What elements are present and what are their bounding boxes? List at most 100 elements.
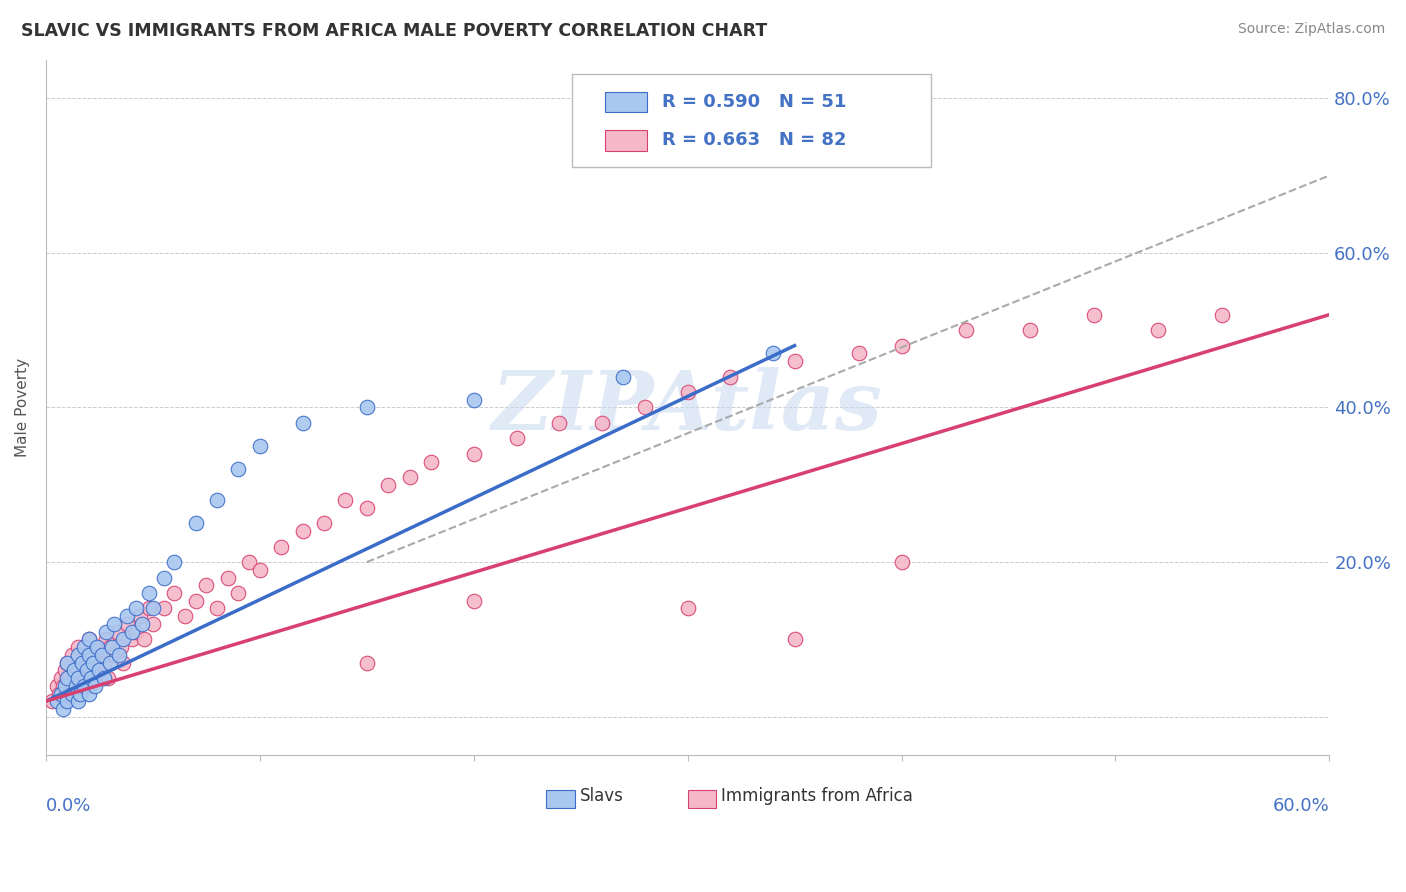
- Point: [56, 671, 79, 685]
- Point: [52, 679, 75, 693]
- Point: [94, 624, 117, 639]
- Point: [56, 656, 79, 670]
- Text: R = 0.590   N = 51: R = 0.590 N = 51: [662, 93, 846, 111]
- Point: [1083, 308, 1105, 322]
- Point: [174, 609, 197, 624]
- Point: [77, 686, 100, 700]
- Point: [890, 338, 912, 352]
- Text: ZIPAtlas: ZIPAtlas: [492, 368, 883, 448]
- Point: [890, 555, 912, 569]
- Text: Slavs: Slavs: [579, 787, 624, 805]
- Point: [60, 648, 83, 662]
- Point: [291, 416, 314, 430]
- Point: [80, 663, 103, 677]
- Point: [86, 640, 108, 654]
- Point: [82, 656, 104, 670]
- Point: [76, 663, 98, 677]
- Point: [62, 671, 84, 685]
- Point: [356, 656, 378, 670]
- Point: [93, 671, 115, 685]
- Text: Immigrants from Africa: Immigrants from Africa: [721, 787, 912, 805]
- Point: [676, 601, 699, 615]
- Point: [49, 686, 72, 700]
- Point: [56, 694, 79, 708]
- Point: [45, 679, 67, 693]
- Point: [138, 586, 160, 600]
- Point: [53, 679, 76, 693]
- Point: [67, 648, 90, 662]
- Point: [152, 570, 174, 584]
- Point: [420, 454, 443, 468]
- Point: [49, 671, 72, 685]
- Point: [82, 656, 104, 670]
- Point: [80, 671, 103, 685]
- Point: [41, 694, 63, 708]
- Point: [90, 648, 112, 662]
- Y-axis label: Male Poverty: Male Poverty: [15, 358, 30, 457]
- Point: [73, 640, 96, 654]
- Point: [1211, 308, 1233, 322]
- Point: [249, 439, 271, 453]
- Point: [45, 694, 67, 708]
- Point: [84, 679, 107, 693]
- Bar: [547, 790, 575, 807]
- Point: [121, 632, 143, 647]
- Point: [121, 624, 143, 639]
- Point: [612, 369, 634, 384]
- Point: [117, 616, 139, 631]
- Point: [58, 671, 80, 685]
- Point: [53, 663, 76, 677]
- Text: SLAVIC VS IMMIGRANTS FROM AFRICA MALE POVERTY CORRELATION CHART: SLAVIC VS IMMIGRANTS FROM AFRICA MALE PO…: [21, 22, 768, 40]
- Bar: [606, 130, 647, 151]
- Point: [52, 702, 75, 716]
- FancyBboxPatch shape: [572, 73, 931, 168]
- Text: 0.0%: 0.0%: [46, 797, 91, 815]
- Point: [60, 686, 83, 700]
- Point: [77, 648, 100, 662]
- Point: [238, 555, 260, 569]
- Point: [65, 679, 87, 693]
- Point: [163, 555, 186, 569]
- Point: [548, 416, 571, 430]
- Text: Source: ZipAtlas.com: Source: ZipAtlas.com: [1237, 22, 1385, 37]
- Point: [56, 656, 79, 670]
- Point: [356, 401, 378, 415]
- Point: [152, 601, 174, 615]
- Point: [67, 694, 90, 708]
- Point: [249, 563, 271, 577]
- Point: [65, 686, 87, 700]
- Point: [335, 493, 357, 508]
- Point: [463, 447, 485, 461]
- Point: [377, 477, 399, 491]
- Point: [107, 648, 129, 662]
- Point: [111, 656, 134, 670]
- Point: [67, 671, 90, 685]
- Point: [291, 524, 314, 538]
- Point: [90, 648, 112, 662]
- Point: [77, 632, 100, 647]
- Point: [67, 663, 90, 677]
- Point: [783, 354, 806, 368]
- Point: [62, 663, 84, 677]
- Point: [76, 648, 98, 662]
- Bar: [606, 92, 647, 112]
- Point: [48, 686, 70, 700]
- Point: [84, 671, 107, 685]
- Point: [86, 640, 108, 654]
- Point: [356, 500, 378, 515]
- Point: [98, 656, 121, 670]
- Point: [142, 616, 165, 631]
- Point: [111, 632, 134, 647]
- Point: [634, 401, 657, 415]
- Point: [89, 663, 111, 677]
- Point: [569, 129, 592, 144]
- Point: [129, 609, 152, 624]
- Point: [676, 384, 699, 399]
- Point: [77, 679, 100, 693]
- Point: [131, 616, 153, 631]
- Point: [217, 570, 239, 584]
- Point: [398, 470, 420, 484]
- Point: [134, 632, 156, 647]
- Point: [783, 632, 806, 647]
- Bar: [688, 790, 716, 807]
